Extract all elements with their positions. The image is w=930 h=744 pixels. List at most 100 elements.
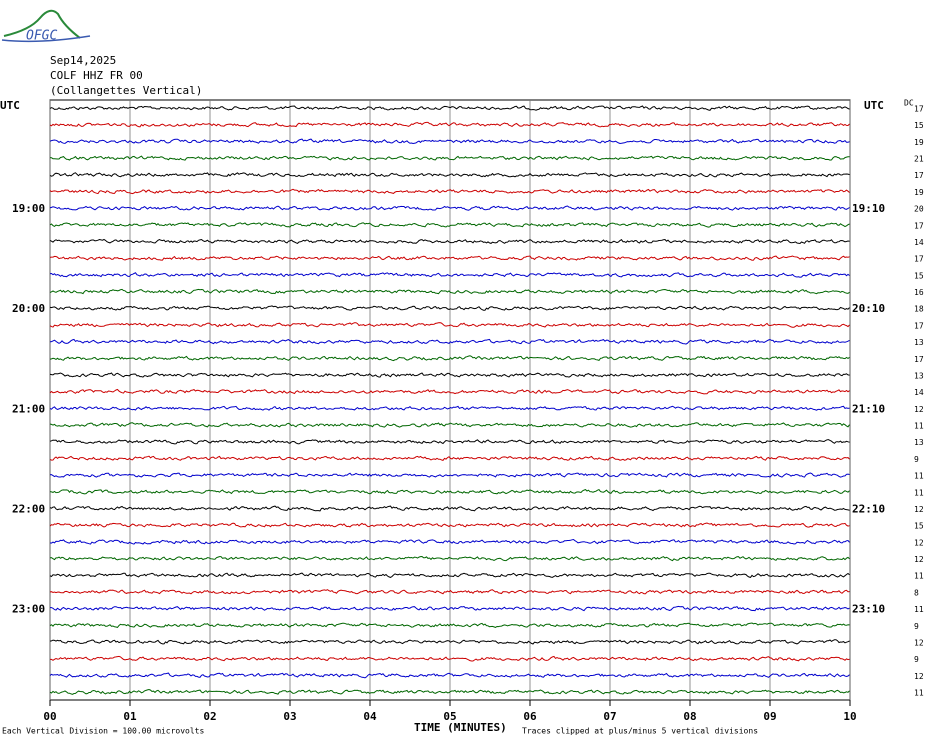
trace bbox=[49, 255, 850, 261]
trace bbox=[49, 439, 850, 445]
trace bbox=[49, 222, 850, 228]
dc-value: 20 bbox=[914, 205, 924, 214]
trace bbox=[49, 322, 850, 328]
trace bbox=[49, 405, 850, 411]
dc-value: 15 bbox=[914, 271, 924, 280]
trace bbox=[49, 272, 850, 278]
x-tick-label: 00 bbox=[43, 710, 56, 723]
left-time-label: 20:00 bbox=[12, 302, 45, 315]
dc-value: 17 bbox=[914, 255, 924, 264]
right-time-label: 23:10 bbox=[852, 603, 885, 616]
trace bbox=[49, 372, 850, 378]
dc-value: 11 bbox=[914, 488, 924, 497]
logo-mark bbox=[3, 9, 81, 39]
dc-value: 19 bbox=[914, 188, 924, 197]
trace bbox=[49, 188, 850, 195]
x-tick-label: 03 bbox=[283, 710, 296, 723]
x-tick-label: 09 bbox=[763, 710, 776, 723]
dc-value: 12 bbox=[914, 505, 924, 514]
trace bbox=[49, 305, 850, 311]
trace bbox=[49, 572, 850, 578]
trace bbox=[49, 105, 850, 111]
dc-value: 19 bbox=[914, 138, 924, 147]
utc-label-right: UTC bbox=[864, 99, 884, 112]
right-time-label: 22:10 bbox=[852, 502, 885, 515]
dc-value: 13 bbox=[914, 338, 924, 347]
header-station: COLF HHZ FR 00 bbox=[50, 69, 143, 82]
dc-value: 12 bbox=[914, 555, 924, 564]
left-time-label: 19:00 bbox=[12, 202, 45, 215]
trace bbox=[49, 622, 850, 628]
dc-value: 17 bbox=[914, 221, 924, 230]
trace bbox=[49, 522, 850, 528]
dc-value: 9 bbox=[914, 455, 919, 464]
trace bbox=[49, 488, 850, 495]
dc-value: 15 bbox=[914, 522, 924, 531]
trace bbox=[49, 505, 850, 512]
dc-value: 11 bbox=[914, 605, 924, 614]
trace bbox=[49, 472, 850, 478]
x-tick-label: 07 bbox=[603, 710, 616, 723]
dc-value: 11 bbox=[914, 422, 924, 431]
x-axis-title: TIME (MINUTES) bbox=[414, 721, 507, 734]
right-time-label: 20:10 bbox=[852, 302, 885, 315]
dc-value: 14 bbox=[914, 238, 924, 247]
dc-value: 17 bbox=[914, 171, 924, 180]
dc-value: 8 bbox=[914, 588, 919, 597]
dc-value: 21 bbox=[914, 155, 924, 164]
left-time-label: 23:00 bbox=[12, 603, 45, 616]
trace bbox=[49, 388, 850, 395]
dc-value: 17 bbox=[914, 355, 924, 364]
x-tick-label: 02 bbox=[203, 710, 216, 723]
trace bbox=[49, 172, 850, 178]
x-tick-label: 05 bbox=[443, 710, 456, 723]
header-date: Sep14,2025 bbox=[50, 54, 116, 67]
header-site: (Collangettes Vertical) bbox=[50, 84, 202, 97]
x-tick-label: 01 bbox=[123, 710, 137, 723]
x-tick-label: 06 bbox=[523, 710, 537, 723]
x-tick-label: 08 bbox=[683, 710, 696, 723]
trace bbox=[49, 688, 850, 695]
dc-value: 12 bbox=[914, 638, 924, 647]
dc-value: 9 bbox=[914, 655, 919, 664]
trace bbox=[49, 138, 850, 145]
trace bbox=[49, 205, 850, 211]
trace bbox=[49, 338, 850, 345]
dc-value: 12 bbox=[914, 405, 924, 414]
dc-value: 13 bbox=[914, 438, 924, 447]
trace bbox=[49, 672, 850, 679]
trace bbox=[49, 288, 850, 295]
dc-value: 17 bbox=[914, 105, 924, 114]
dc-value: 11 bbox=[914, 572, 924, 581]
footer-scale: Each Vertical Division = 100.00 microvol… bbox=[2, 727, 204, 736]
utc-label-left: UTC bbox=[0, 99, 20, 112]
dc-label: DC bbox=[904, 99, 914, 108]
dc-value: 18 bbox=[914, 305, 924, 314]
x-tick-label: 04 bbox=[363, 710, 377, 723]
dc-value: 11 bbox=[914, 689, 924, 698]
left-time-label: 22:00 bbox=[12, 502, 45, 515]
x-tick-label: 10 bbox=[843, 710, 856, 723]
right-time-label: 19:10 bbox=[852, 202, 885, 215]
dc-value: 12 bbox=[914, 538, 924, 547]
trace bbox=[49, 238, 850, 245]
trace bbox=[50, 655, 850, 662]
dc-value: 12 bbox=[914, 672, 924, 681]
dc-value: 11 bbox=[914, 472, 924, 481]
dc-value: 16 bbox=[914, 288, 924, 297]
dc-value: 13 bbox=[914, 371, 924, 380]
trace bbox=[49, 455, 850, 461]
left-time-label: 21:00 bbox=[12, 402, 45, 415]
dc-value: 15 bbox=[914, 121, 924, 130]
right-time-label: 21:10 bbox=[852, 402, 885, 415]
dc-value: 14 bbox=[914, 388, 924, 397]
logo-swoosh bbox=[1, 35, 91, 43]
trace bbox=[49, 639, 850, 645]
logo-text: OFGC bbox=[26, 29, 57, 44]
trace bbox=[49, 538, 850, 545]
trace bbox=[49, 121, 850, 128]
dc-value: 17 bbox=[914, 321, 924, 330]
dc-value: 9 bbox=[914, 622, 919, 631]
